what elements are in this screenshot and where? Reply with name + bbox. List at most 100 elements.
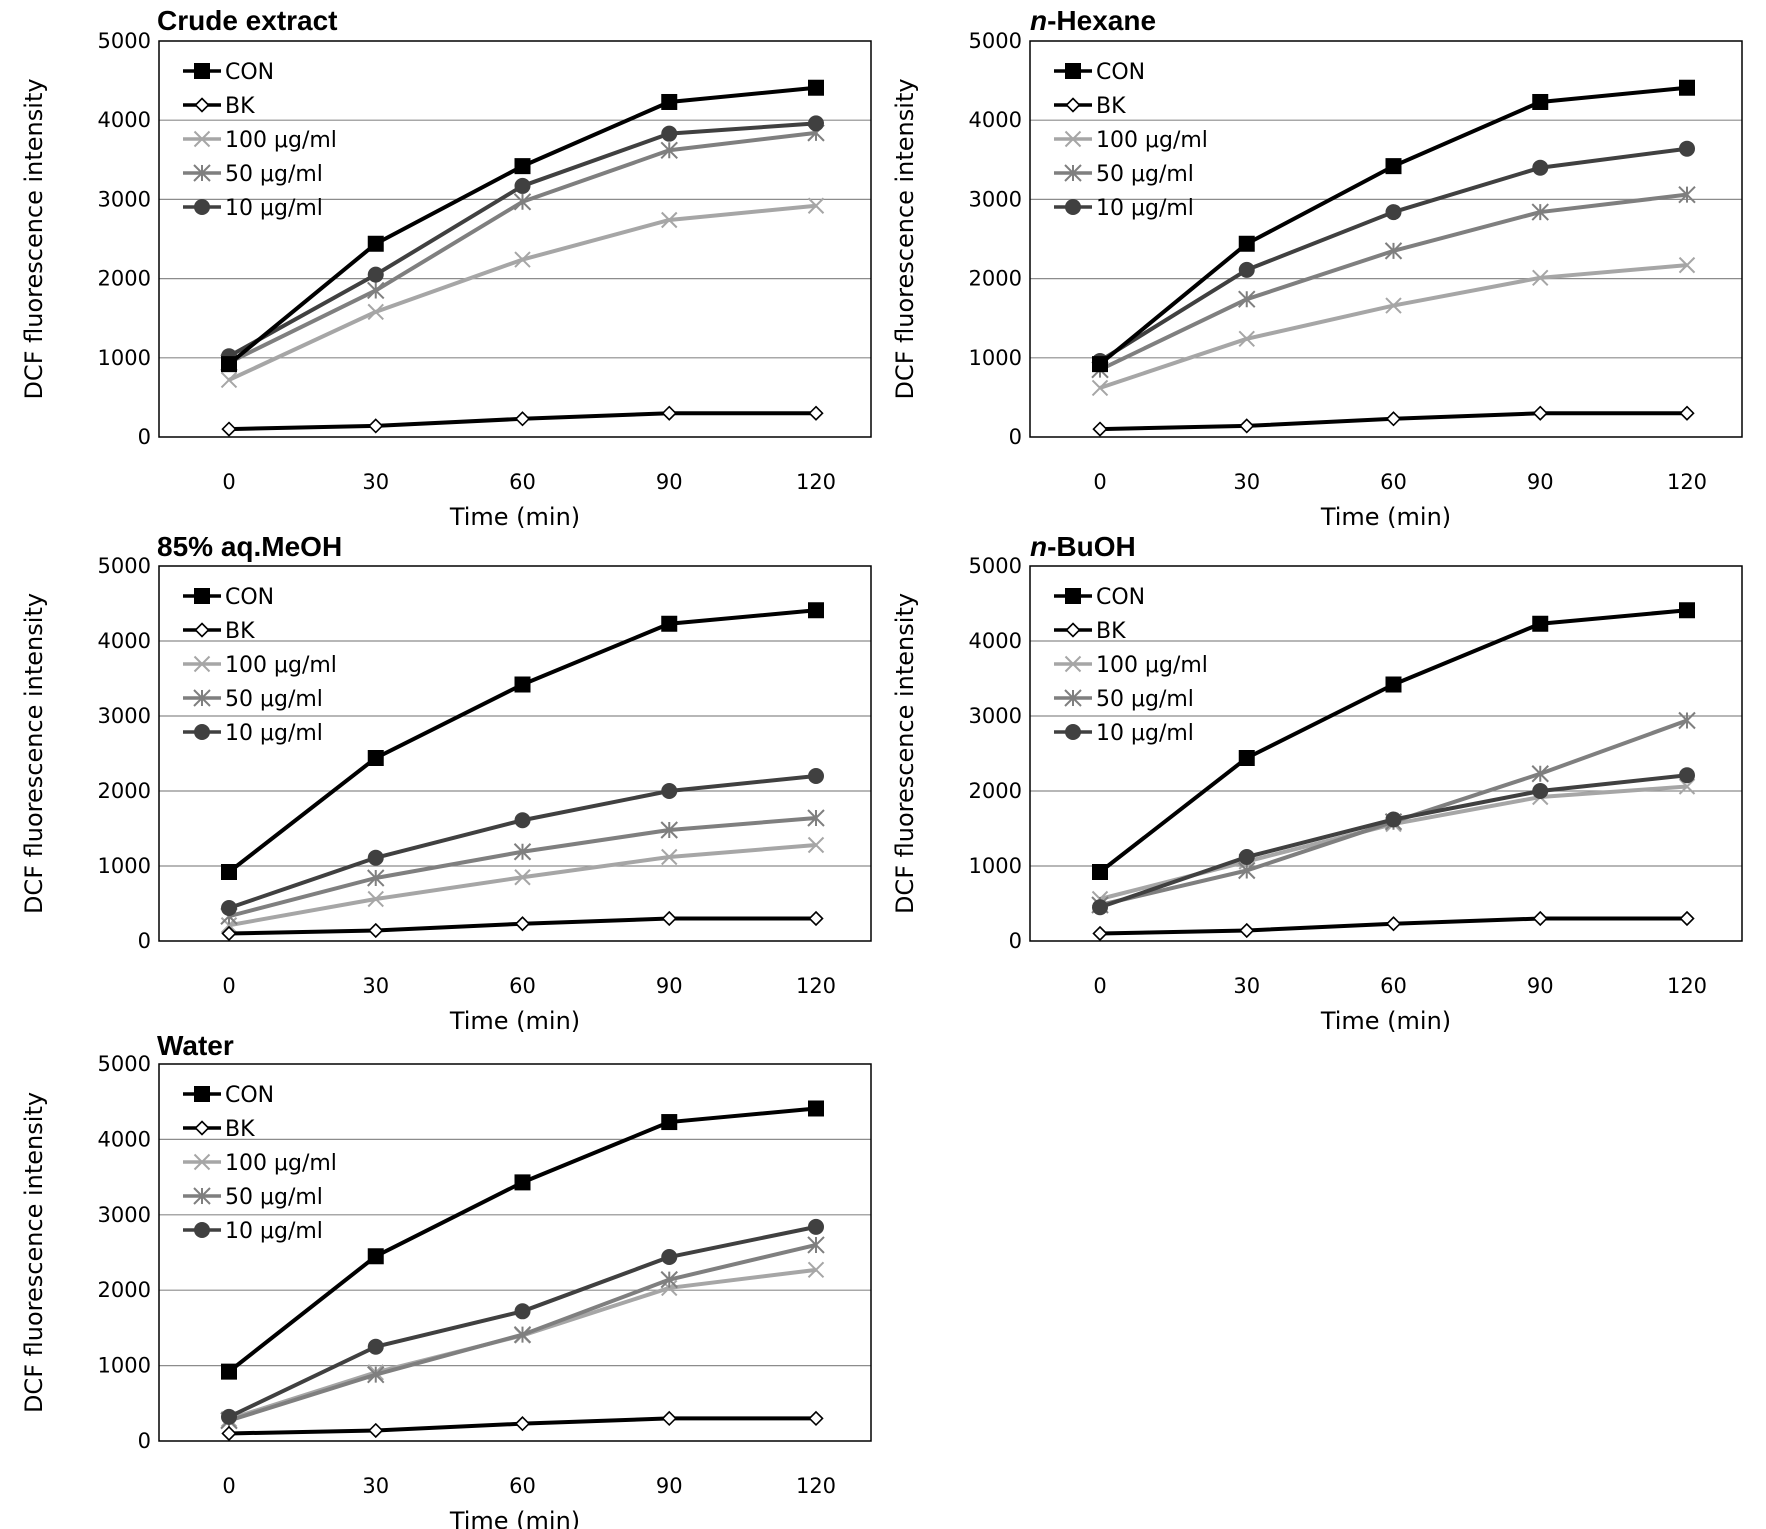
legend-label: 50 μg/ml <box>225 1185 323 1210</box>
y-tick-label: 0 <box>1009 929 1022 953</box>
plot-frame <box>158 565 872 942</box>
data-point <box>514 1416 531 1432</box>
data-point <box>661 848 678 866</box>
plot-frame <box>158 40 872 438</box>
data-point <box>661 783 678 799</box>
legend-label: BK <box>1096 94 1126 119</box>
y-tick-label: 5000 <box>969 554 1022 578</box>
legend-marker <box>194 1222 210 1238</box>
data-point <box>808 1218 824 1235</box>
legend-marker <box>194 588 210 604</box>
data-point <box>367 750 384 766</box>
legend-label: CON <box>225 60 274 85</box>
data-point <box>661 1249 678 1266</box>
legend-label: 10 μg/ml <box>1096 196 1194 221</box>
data-point <box>514 916 531 932</box>
data-point <box>661 405 677 421</box>
data-point <box>514 251 531 268</box>
x-axis-title: Time (min) <box>449 1507 580 1529</box>
x-tick-label: 120 <box>796 1474 836 1498</box>
data-point <box>1238 261 1255 278</box>
legend-label: BK <box>225 1117 255 1142</box>
x-tick-label: 30 <box>362 470 389 494</box>
series-10 <box>221 1218 824 1425</box>
chart-panel-crude-extract: Crude extract 0 1000 2000 3000 4000 5000 0 30 60 9… <box>20 5 872 531</box>
legend-label: 50 μg/ml <box>1096 162 1194 187</box>
data-point <box>1092 899 1108 916</box>
legend-marker <box>1064 164 1082 182</box>
y-tick-label: 0 <box>138 425 151 449</box>
legend-label: 50 μg/ml <box>225 162 323 187</box>
y-tick-label: 4000 <box>969 629 1022 653</box>
plot-frame <box>1029 565 1743 942</box>
chart-panel-aq-meoh: 85% aq.MeOH 0 1000 2000 3000 4000 5000 0 30 60 90 1… <box>20 531 872 1035</box>
data-point <box>368 922 384 939</box>
data-point <box>1679 140 1695 157</box>
legend-label: 50 μg/ml <box>225 687 323 712</box>
x-tick-label: 0 <box>222 1474 235 1498</box>
y-axis-title: DCF fluorescence intensity <box>891 593 919 914</box>
data-point <box>221 356 237 373</box>
y-tick-label: 3000 <box>969 187 1022 211</box>
y-axis-title: DCF fluorescence intensity <box>20 78 48 399</box>
x-tick-label: 30 <box>362 974 389 998</box>
y-tick-label: 1000 <box>98 854 151 878</box>
legend-label: 100 μg/ml <box>1096 653 1208 678</box>
y-tick-label: 4000 <box>98 1127 151 1151</box>
legend-marker <box>193 655 211 673</box>
x-tick-label: 90 <box>656 1474 683 1498</box>
legend-label: 100 μg/ml <box>225 1151 337 1176</box>
data-point <box>1531 203 1549 221</box>
y-axis-title: DCF fluorescence intensity <box>20 1092 48 1413</box>
legend-label: 100 μg/ml <box>1096 128 1208 153</box>
series-100 <box>1091 256 1696 397</box>
data-point <box>808 115 824 132</box>
data-point <box>1678 256 1696 274</box>
data-point <box>661 1410 677 1427</box>
y-tick-label: 3000 <box>98 187 151 211</box>
legend-label: 100 μg/ml <box>225 653 337 678</box>
series-line <box>1099 773 1688 910</box>
chart-panel-n-hexane: n-Hexane 0 1000 2000 3000 4000 5000 0 30 60 90 120 D… <box>891 5 1743 531</box>
legend-label: 10 μg/ml <box>225 196 323 221</box>
chart-title: Water <box>157 1030 234 1061</box>
legend-label: CON <box>1096 585 1145 610</box>
y-tick-label: 3000 <box>98 1203 151 1227</box>
y-tick-label: 2000 <box>969 267 1022 291</box>
data-point <box>1385 411 1402 427</box>
x-tick-label: 120 <box>1667 470 1707 494</box>
legend-marker <box>194 622 210 638</box>
legend-marker <box>194 1086 210 1102</box>
legend: CON BK 100 μg/ml 50 μg/ml 10 μg/ml <box>183 60 337 221</box>
x-tick-label: 30 <box>362 1474 389 1498</box>
data-point <box>661 910 677 927</box>
x-tick-label: 0 <box>222 974 235 998</box>
data-point <box>660 141 678 160</box>
legend-marker <box>194 724 210 740</box>
data-point <box>1532 615 1549 632</box>
y-axis-title: DCF fluorescence intensity <box>20 593 48 914</box>
y-tick-label: 4000 <box>98 108 151 132</box>
data-point <box>221 925 237 942</box>
series-50 <box>220 1236 825 1430</box>
x-tick-label: 0 <box>1093 974 1106 998</box>
data-point <box>807 1236 825 1254</box>
data-point <box>1679 767 1695 784</box>
legend: CON BK 100 μg/ml 50 μg/ml 10 μg/ml <box>183 1083 337 1244</box>
data-point <box>1092 864 1108 880</box>
data-point <box>808 1410 824 1427</box>
data-point <box>1239 418 1255 434</box>
series-line <box>228 1267 817 1422</box>
series-CON <box>1092 79 1695 373</box>
legend-label: BK <box>1096 619 1126 644</box>
legend-marker <box>1065 97 1081 113</box>
data-point <box>1238 849 1255 865</box>
legend-marker <box>193 130 211 148</box>
data-point <box>1385 158 1402 175</box>
data-point <box>221 900 237 916</box>
series-BK <box>1092 910 1695 942</box>
data-point <box>1384 242 1403 260</box>
chart-title-text: Crude extract <box>157 5 338 36</box>
data-point <box>808 405 824 421</box>
